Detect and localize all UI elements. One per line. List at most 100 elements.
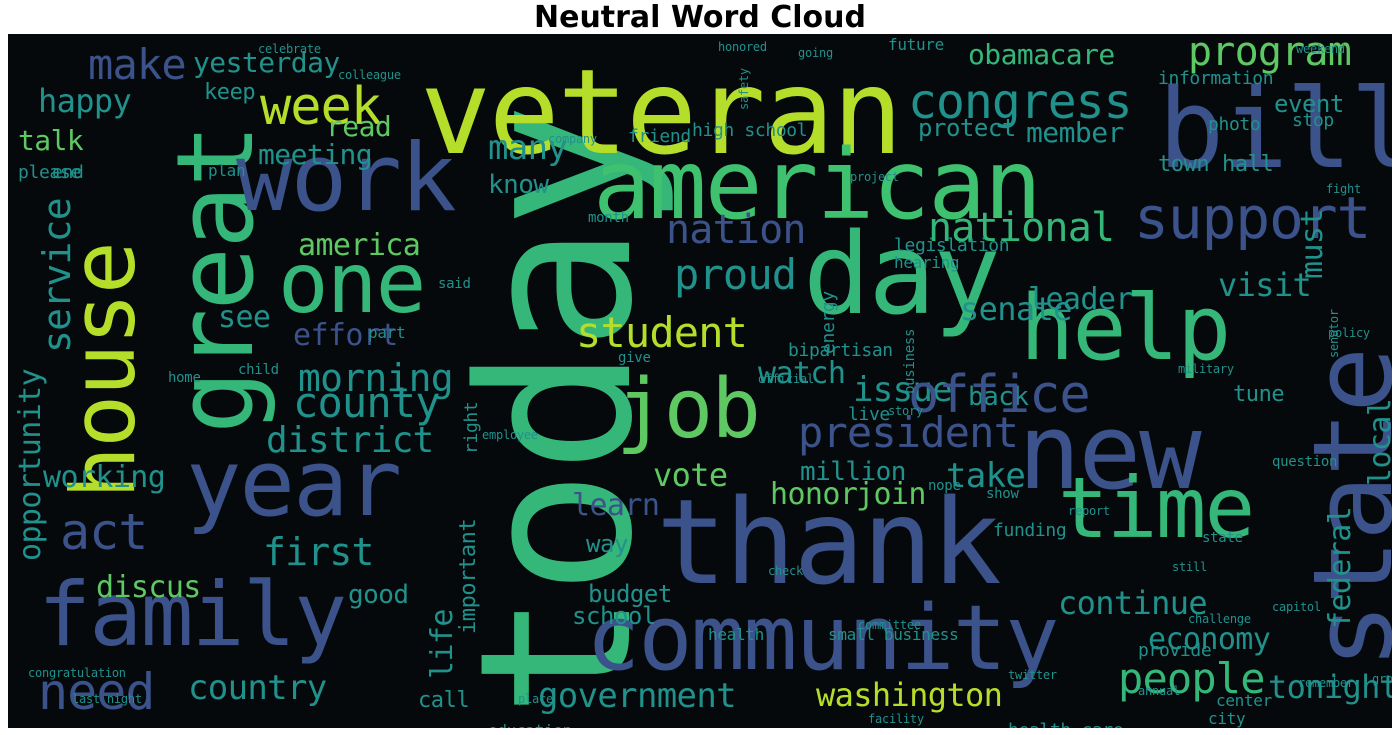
word-66: vote (653, 456, 728, 494)
word-75: way (586, 530, 628, 558)
word-116: state (1202, 530, 1243, 546)
word-5: family (38, 563, 347, 666)
word-119: check (768, 564, 803, 578)
word-53: effort (293, 318, 398, 353)
word-134: facility (868, 712, 924, 726)
word-22: obamacare (968, 38, 1115, 71)
word-1: veteran (420, 43, 903, 181)
word-132: official (758, 372, 814, 386)
word-14: job (616, 362, 761, 457)
word-104: hearing (894, 253, 960, 272)
word-127: challenge (1188, 612, 1251, 626)
word-126: remember (1298, 676, 1354, 690)
word-43: nation (666, 207, 807, 253)
word-56: watch (758, 356, 846, 391)
word-7: day (803, 210, 1001, 340)
word-60: county (293, 378, 441, 427)
word-124: still (1172, 560, 1207, 574)
word-3: thank (656, 473, 1002, 611)
word-33: information (1158, 68, 1274, 89)
word-95: city (1208, 709, 1246, 728)
word-45: proud (674, 250, 797, 299)
word-58: back (968, 382, 1029, 412)
word-57: issue (853, 370, 953, 410)
word-125: annual (1138, 684, 1180, 698)
word-64: million (800, 457, 906, 487)
word-32: event (1274, 90, 1344, 118)
word-50: local (1363, 398, 1392, 486)
word-133: employee (482, 428, 538, 442)
word-63: district (266, 420, 434, 461)
word-11: year (186, 430, 402, 537)
word-123: last night (72, 692, 142, 706)
word-77: good (348, 580, 409, 610)
word-76: discus (96, 570, 201, 605)
word-8: new (1018, 391, 1202, 513)
word-72: opportunity (13, 368, 48, 561)
word-147: honored (718, 40, 767, 54)
word-25: happy (38, 82, 132, 120)
word-88: country (188, 668, 327, 708)
word-2: american (593, 129, 1042, 241)
word-67: honor (770, 477, 858, 512)
word-148: weekend (1296, 42, 1345, 56)
word-80: budget (588, 580, 672, 608)
word-68: join (856, 477, 926, 512)
word-55: morning (298, 356, 454, 400)
word-26: keep (204, 80, 256, 105)
word-102: energy (818, 291, 839, 354)
word-44: america (298, 228, 421, 263)
word-122: congratulation (28, 666, 126, 680)
word-93: provide (1138, 640, 1212, 661)
word-16: one (278, 234, 426, 332)
word-87: need (38, 663, 155, 721)
word-110: part (368, 323, 406, 342)
word-98: education (488, 723, 572, 729)
word-42: national (928, 205, 1115, 251)
word-54: student (576, 308, 748, 357)
word-92: tonight (1268, 668, 1392, 706)
word-47: leader (1028, 282, 1133, 317)
word-cloud: today veteran american thank community family… (8, 34, 1392, 728)
word-69: take (946, 456, 1026, 496)
word-38: high school (692, 120, 808, 141)
word-113: home (168, 370, 201, 386)
word-142: project (850, 170, 899, 184)
word-117: nope (928, 478, 961, 494)
word-100: right (461, 401, 482, 454)
word-138: group (1372, 672, 1392, 686)
word-73: act (60, 503, 148, 561)
word-28: read (326, 110, 392, 143)
word-31: protect (918, 114, 1016, 142)
word-24: make (88, 40, 187, 89)
word-140: safety (737, 68, 751, 110)
word-27: talk (18, 124, 84, 157)
word-18: support (1134, 184, 1371, 252)
word-89: government (538, 676, 737, 716)
word-108: please (18, 162, 81, 183)
word-145: colleague (338, 68, 401, 82)
word-21: program (1188, 34, 1352, 75)
word-130: policy (1328, 326, 1370, 340)
word-13: help (1020, 276, 1231, 381)
word-106: said (438, 276, 471, 292)
word-86: small business (828, 625, 959, 644)
word-136: place (518, 692, 553, 706)
word-121: committee (858, 618, 921, 632)
word-81: school (572, 602, 656, 630)
word-51: service (35, 198, 79, 353)
word-94: call (418, 688, 470, 713)
word-78: life (425, 609, 460, 679)
word-91: people (1118, 654, 1266, 703)
word-62: tune (1233, 382, 1285, 407)
word-83: federal (1323, 506, 1358, 629)
word-143: company (548, 132, 597, 146)
word-40: know (488, 170, 549, 200)
word-112: give (618, 350, 651, 366)
word-10: bill (1158, 65, 1392, 193)
word-46: senate (960, 290, 1072, 328)
word-12: work (236, 124, 457, 233)
word-105: month (588, 210, 629, 226)
word-107: plan (208, 161, 246, 180)
word-118: show (986, 486, 1019, 502)
